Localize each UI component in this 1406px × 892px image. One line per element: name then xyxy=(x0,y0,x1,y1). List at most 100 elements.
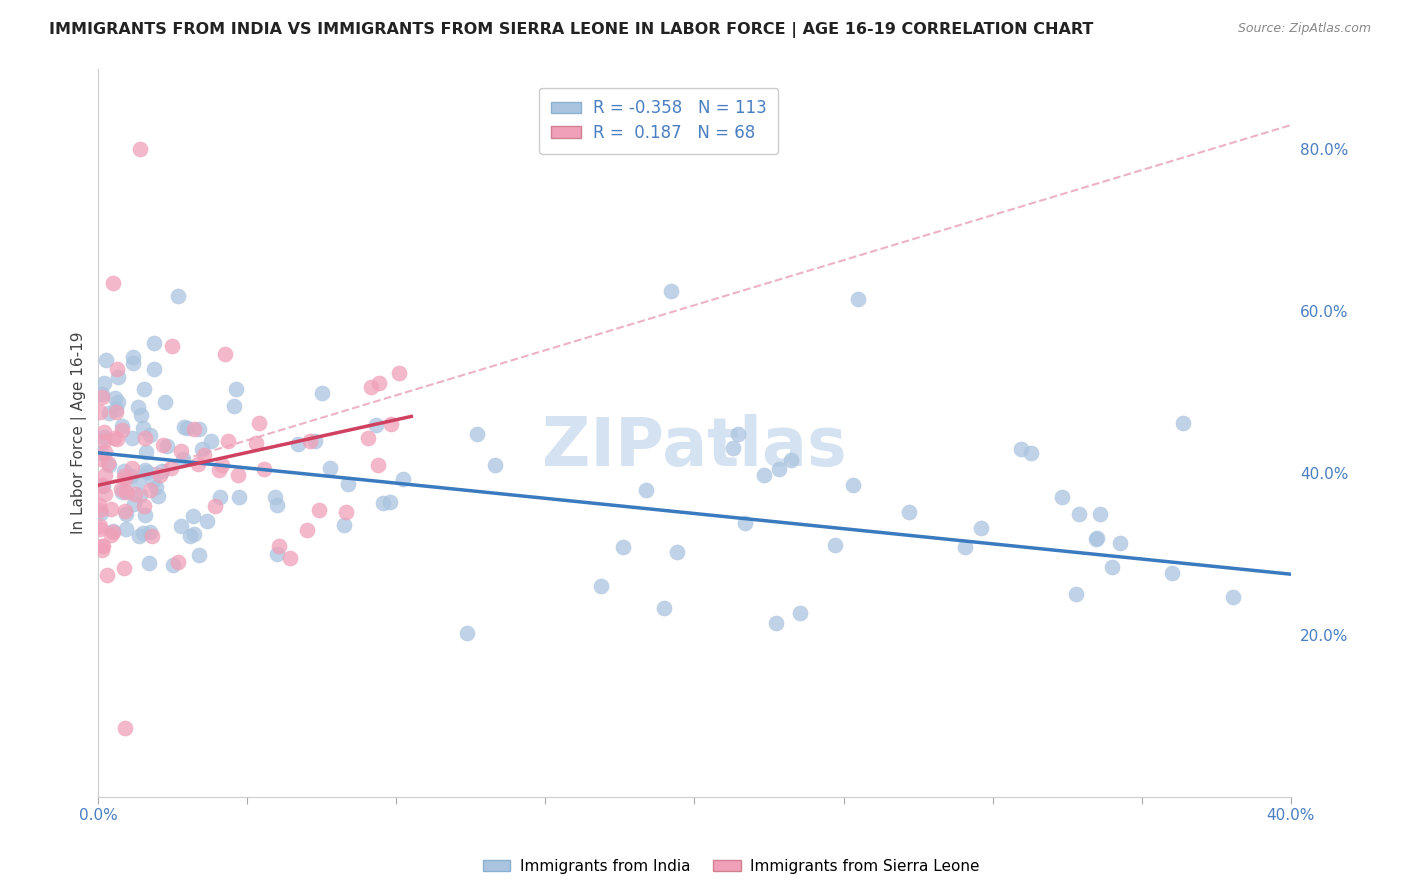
Point xyxy=(127,400,149,414)
Point xyxy=(388,366,411,380)
Point xyxy=(1085,532,1108,546)
Point xyxy=(1090,507,1112,521)
Point xyxy=(103,276,125,290)
Point xyxy=(392,472,415,486)
Point xyxy=(132,526,155,541)
Point xyxy=(145,480,167,494)
Point xyxy=(204,499,226,513)
Text: ZIPatlas: ZIPatlas xyxy=(543,414,846,480)
Point xyxy=(115,522,138,536)
Point xyxy=(91,387,114,401)
Point xyxy=(357,431,380,445)
Point xyxy=(111,485,134,500)
Point xyxy=(139,524,162,539)
Point xyxy=(121,461,143,475)
Point xyxy=(360,380,382,394)
Point xyxy=(93,376,115,391)
Point xyxy=(335,505,357,519)
Point xyxy=(1064,587,1087,601)
Point xyxy=(484,458,506,472)
Point xyxy=(779,452,801,467)
Point xyxy=(200,434,222,449)
Point xyxy=(121,351,143,365)
Point xyxy=(170,518,193,533)
Point xyxy=(142,335,165,350)
Point xyxy=(127,474,149,488)
Point xyxy=(173,419,195,434)
Point xyxy=(245,435,267,450)
Point xyxy=(162,558,184,573)
Point xyxy=(842,478,865,492)
Point xyxy=(107,369,129,384)
Point xyxy=(666,545,689,559)
Point xyxy=(93,434,115,449)
Point xyxy=(1067,507,1090,521)
Point xyxy=(138,556,160,570)
Point xyxy=(134,431,156,445)
Legend: Immigrants from India, Immigrants from Sierra Leone: Immigrants from India, Immigrants from S… xyxy=(477,853,986,880)
Point xyxy=(228,490,250,504)
Point xyxy=(112,468,135,483)
Point xyxy=(114,721,136,735)
Point xyxy=(124,487,146,501)
Point xyxy=(91,478,114,492)
Point xyxy=(105,405,128,419)
Point xyxy=(155,395,177,409)
Point xyxy=(226,468,249,483)
Point xyxy=(589,579,612,593)
Point xyxy=(380,417,402,431)
Point xyxy=(90,539,112,553)
Point xyxy=(160,461,183,475)
Point xyxy=(89,503,111,517)
Point xyxy=(197,514,219,528)
Point xyxy=(1085,531,1108,545)
Point xyxy=(247,417,270,431)
Point xyxy=(134,463,156,477)
Point xyxy=(332,517,354,532)
Point xyxy=(103,431,125,445)
Point xyxy=(110,482,132,496)
Point xyxy=(135,465,157,479)
Point xyxy=(114,472,136,486)
Point xyxy=(93,430,115,444)
Point xyxy=(225,382,247,396)
Point xyxy=(160,338,183,352)
Point xyxy=(181,508,204,523)
Point xyxy=(112,561,135,575)
Legend: R = -0.358   N = 113, R =  0.187   N = 68: R = -0.358 N = 113, R = 0.187 N = 68 xyxy=(540,87,778,153)
Point xyxy=(114,504,136,518)
Point xyxy=(97,406,120,420)
Point xyxy=(115,484,138,499)
Point xyxy=(187,457,209,471)
Point xyxy=(167,555,190,569)
Point xyxy=(636,483,658,497)
Point xyxy=(132,421,155,435)
Point xyxy=(188,548,211,562)
Point xyxy=(266,547,288,561)
Point xyxy=(135,444,157,458)
Point xyxy=(150,464,173,478)
Y-axis label: In Labor Force | Age 16-19: In Labor Force | Age 16-19 xyxy=(72,331,87,533)
Point xyxy=(188,422,211,436)
Point xyxy=(132,500,155,514)
Point xyxy=(456,625,478,640)
Point xyxy=(90,506,112,520)
Point xyxy=(183,527,205,541)
Point xyxy=(337,476,360,491)
Point xyxy=(304,434,326,448)
Point xyxy=(93,425,115,440)
Point xyxy=(91,539,114,553)
Point xyxy=(969,521,991,535)
Point xyxy=(134,382,156,396)
Point xyxy=(378,495,401,509)
Point xyxy=(87,499,110,513)
Point xyxy=(1050,490,1073,504)
Point xyxy=(364,417,387,432)
Point xyxy=(100,528,122,542)
Point xyxy=(167,289,190,303)
Point xyxy=(179,528,201,542)
Point xyxy=(156,440,179,454)
Point xyxy=(128,528,150,542)
Point xyxy=(142,362,165,376)
Point xyxy=(734,516,756,530)
